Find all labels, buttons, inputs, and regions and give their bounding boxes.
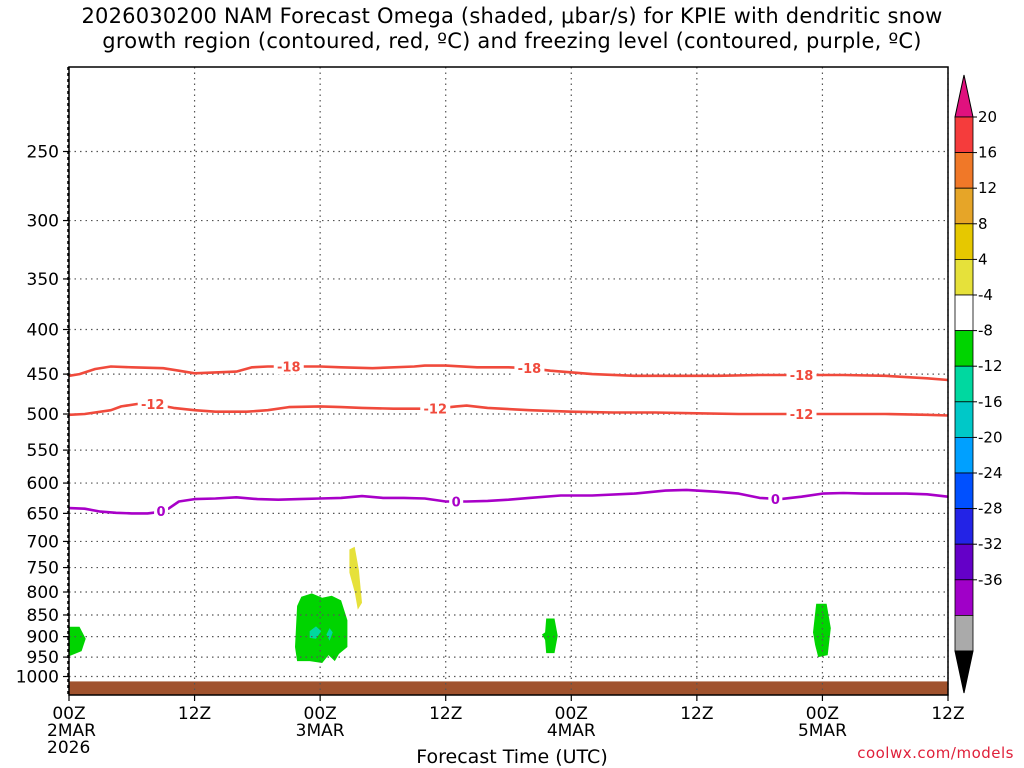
contour-label-temp-minus-18-2: -18 [790,369,814,384]
x-tick-label-12-line1: 12Z [178,704,211,724]
omega-descent-26h [349,546,362,610]
chart-title-line-2: growth region (contoured, red, ºC) and f… [102,29,922,53]
colorbar-label-2: 12 [978,179,997,197]
contour-label-bg-temp-minus-12-1 [420,400,451,417]
colorbar-segment-9 [954,436,974,474]
colorbar-label-9: -20 [978,428,1003,446]
contour-label-temp-minus-12-2: -12 [790,408,814,423]
colorbar-label-10: -24 [978,464,1003,482]
colorbar-segment-14 [954,615,974,652]
contour-label-temp-minus-18-1: -18 [518,362,542,377]
contour-label-bg-temp-minus-18-2 [786,366,817,383]
colorbar-label-7: -12 [978,357,1003,375]
x-tick-label-84-line1: 12Z [931,704,964,724]
y-tick-label-850: 850 [27,606,59,626]
chart-title: 2026030200 NAM Forecast Omega (shaded, μ… [0,4,1024,54]
colorbar-segment-5 [954,294,974,331]
colorbar-segment-2 [954,187,974,225]
contour-label-bg-freezing-level-2 [768,490,783,507]
colorbar-label-3: 8 [978,215,988,233]
ground-surface [69,681,948,695]
y-tick-label-1000: 1000 [16,668,59,688]
x-tick-label-36-line1: 12Z [429,704,462,724]
colorbar-label-0: 20 [978,108,997,126]
x-tick-label-0-line3: 2026 [47,738,90,758]
omega-ascent-24h-core-b [326,628,333,641]
y-tick-label-500: 500 [27,405,59,425]
colorbar-segment-13 [954,579,974,616]
contour-label-bg-freezing-level-1 [449,493,464,510]
colorbar-segment-4 [954,258,974,296]
x-tick-label-72-line2: 5MAR [798,721,847,741]
contour-label-bg-temp-minus-12-2 [786,406,817,423]
omega-ascent-72h [813,603,831,658]
colorbar-segment-10 [954,472,974,509]
contour-label-temp-minus-18-0: -18 [277,360,301,375]
colorbar-label-8: -16 [978,393,1003,411]
colorbar-segment-7 [954,365,974,403]
x-tick-label-0-line1: 00Z [52,704,85,724]
x-tick-label-48-line1: 00Z [555,704,588,724]
colorbar-segment-6 [954,330,974,367]
omega-ascent-46h [542,618,558,654]
x-axis-title: Forecast Time (UTC) [416,746,608,768]
x-tick-label-60-line1: 12Z [680,704,713,724]
contour-label-bg-temp-minus-18-0 [273,358,304,375]
x-tick-label-48-line2: 4MAR [547,721,596,741]
y-tick-label-600: 600 [27,474,59,494]
colorbar-label-5: -4 [978,286,993,304]
source-credit[interactable]: coolwx.com/models [857,744,1014,762]
colorbar-top-arrow [954,74,974,118]
x-tick-label-24-line2: 3MAR [296,721,345,741]
colorbar-segment-0 [954,116,974,153]
colorbar-label-6: -8 [978,322,993,340]
x-tick-label-24-line1: 00Z [304,704,337,724]
omega-ascent-24h-core-a [309,626,322,639]
contour-label-temp-minus-12-0: -12 [141,398,165,413]
y-tick-label-350: 350 [27,270,59,290]
contour-freezing-level [68,488,949,515]
y-tick-label-300: 300 [27,212,59,232]
colorbar-bottom-arrow [954,650,974,694]
colorbar-label-4: 4 [978,250,988,268]
colorbar-segment-8 [954,401,974,438]
contour-label-freezing-level-2: 0 [771,493,780,508]
contour-label-freezing-level-1: 0 [452,496,461,511]
y-tick-label-400: 400 [27,321,59,341]
x-tick-label-0-line2: 2MAR [47,721,96,741]
omega-ascent-0h [69,626,86,657]
y-tick-label-450: 450 [27,365,59,385]
y-tick-label-900: 900 [27,628,59,648]
y-tick-label-750: 750 [27,559,59,579]
omega-ascent-24h [295,593,348,663]
contour-label-bg-freezing-level-0 [154,503,169,520]
y-tick-label-550: 550 [27,441,59,461]
chart-title-line-1: 2026030200 NAM Forecast Omega (shaded, μ… [81,4,943,28]
colorbar-label-13: -36 [978,571,1003,589]
contour-label-bg-temp-minus-18-1 [514,360,545,377]
y-tick-label-700: 700 [27,532,59,552]
y-tick-label-250: 250 [27,143,59,163]
contour-label-bg-temp-minus-12-0 [137,396,168,413]
plot-frame [68,66,949,696]
contour-temp-minus-18 [68,364,949,382]
colorbar-segment-11 [954,508,974,545]
colorbar-segment-3 [954,223,974,260]
x-tick-label-72-line1: 00Z [806,704,839,724]
colorbar-label-12: -32 [978,535,1003,553]
contour-label-temp-minus-12-1: -12 [424,403,448,418]
y-tick-label-800: 800 [27,583,59,603]
colorbar-segment-1 [954,152,974,189]
contour-label-freezing-level-0: 0 [157,505,166,520]
colorbar-label-1: 16 [978,144,997,162]
colorbar-label-11: -28 [978,500,1003,518]
y-tick-label-950: 950 [27,648,59,668]
y-tick-label-650: 650 [27,504,59,524]
colorbar-segment-12 [954,543,974,581]
